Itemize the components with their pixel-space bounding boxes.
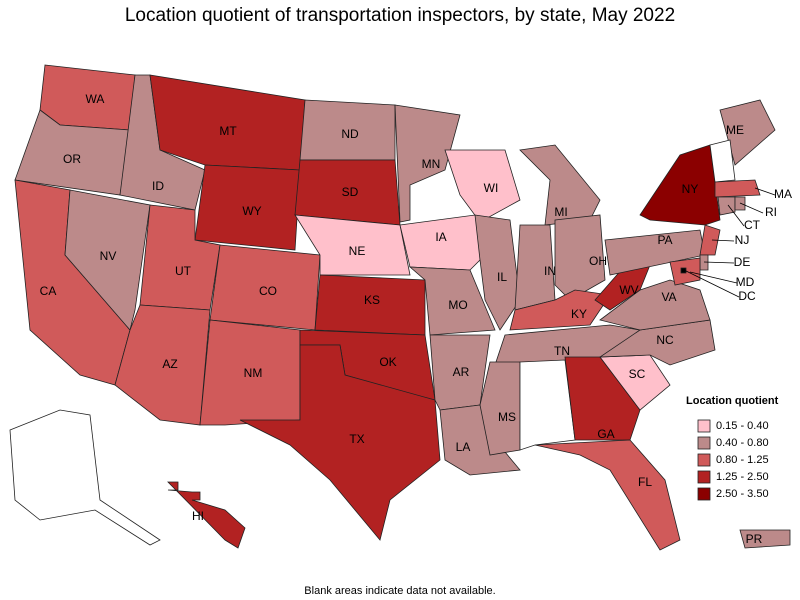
state <box>699 224 721 256</box>
state <box>680 267 687 274</box>
state-label: ID <box>152 179 164 193</box>
state <box>239 344 441 541</box>
leader-line <box>727 204 745 227</box>
state-label: ME <box>726 123 744 137</box>
state-label: OK <box>379 355 396 369</box>
state-label: CA <box>40 284 57 298</box>
state <box>408 266 496 336</box>
leader-line <box>703 261 735 264</box>
state-label: DE <box>734 255 751 269</box>
leader-line <box>711 239 735 242</box>
state <box>534 439 681 551</box>
state <box>114 304 211 426</box>
state-label: MO <box>448 298 467 312</box>
state-label: PA <box>657 233 672 247</box>
state-label: FL <box>638 475 652 489</box>
state-label: CT <box>744 218 761 232</box>
state-label: NY <box>682 182 699 196</box>
state <box>64 189 151 331</box>
leader-line <box>683 269 740 298</box>
state <box>639 144 721 226</box>
state-label: NE <box>349 244 366 258</box>
state <box>734 196 746 211</box>
state-label: IN <box>544 264 556 278</box>
state-label: LA <box>456 440 471 454</box>
state-label: SD <box>342 185 359 199</box>
state-label: MT <box>219 124 237 138</box>
note: Blank areas indicate data not available. <box>304 585 495 597</box>
state-label: MI <box>554 205 567 219</box>
legend-label: 2.50 - 3.50 <box>716 488 769 500</box>
state-label: WA <box>86 92 105 106</box>
state-label: MS <box>498 410 516 424</box>
state-label: WI <box>484 181 499 195</box>
state-label: DC <box>738 289 756 303</box>
state-label: WV <box>619 283 638 297</box>
leader-line <box>739 202 764 214</box>
state-label: VA <box>661 290 676 304</box>
map-title: Location quotient of transportation insp… <box>125 5 675 26</box>
state-label: NJ <box>735 233 750 247</box>
state-label: KS <box>364 293 380 307</box>
state-label: MN <box>422 157 441 171</box>
state-label: ND <box>341 127 359 141</box>
state <box>394 104 461 223</box>
state-label: OR <box>63 152 81 166</box>
state-label: GA <box>597 427 614 441</box>
state <box>739 529 791 549</box>
state <box>479 361 521 456</box>
legend-label: 0.15 - 0.40 <box>716 420 769 432</box>
state-label: SC <box>629 367 646 381</box>
state-label: WY <box>242 204 261 218</box>
state-label: IL <box>497 270 507 284</box>
state <box>194 164 301 251</box>
state-label: OH <box>589 254 607 268</box>
state-label: PR <box>746 532 763 546</box>
state <box>519 359 576 451</box>
state <box>294 214 411 276</box>
state-label: TX <box>349 432 364 446</box>
legend-swatch <box>697 453 711 467</box>
leader-line <box>689 271 738 284</box>
legend-label: 0.80 - 1.25 <box>716 454 769 466</box>
state-label: IA <box>435 230 446 244</box>
state-label: UT <box>175 264 192 278</box>
state-label: AR <box>453 365 470 379</box>
state-label: HI <box>192 509 204 523</box>
legend-swatch <box>697 419 711 433</box>
state <box>554 214 606 301</box>
state <box>564 356 641 441</box>
state-label: MA <box>774 187 792 201</box>
state <box>9 409 161 546</box>
legend-label: 1.25 - 2.50 <box>716 471 769 483</box>
state-label: NV <box>100 249 117 263</box>
state-label: TN <box>554 344 570 358</box>
state <box>699 254 709 271</box>
state <box>717 196 736 216</box>
state-label: NC <box>656 333 674 347</box>
state-label: MD <box>736 275 755 289</box>
legend-label: 0.40 - 0.80 <box>716 437 769 449</box>
state <box>709 139 736 183</box>
legend-title: Location quotient <box>686 395 779 407</box>
state-label: NM <box>244 366 263 380</box>
leader-line <box>754 187 776 196</box>
state-label: AZ <box>162 357 177 371</box>
state <box>167 481 246 549</box>
legend-swatch <box>697 470 711 484</box>
state <box>474 214 521 331</box>
state-label: CO <box>259 284 277 298</box>
state-label: KY <box>571 307 587 321</box>
state <box>444 149 521 223</box>
legend-swatch <box>697 487 711 501</box>
state <box>714 179 761 198</box>
state-label: RI <box>765 205 777 219</box>
legend-swatch <box>697 436 711 450</box>
